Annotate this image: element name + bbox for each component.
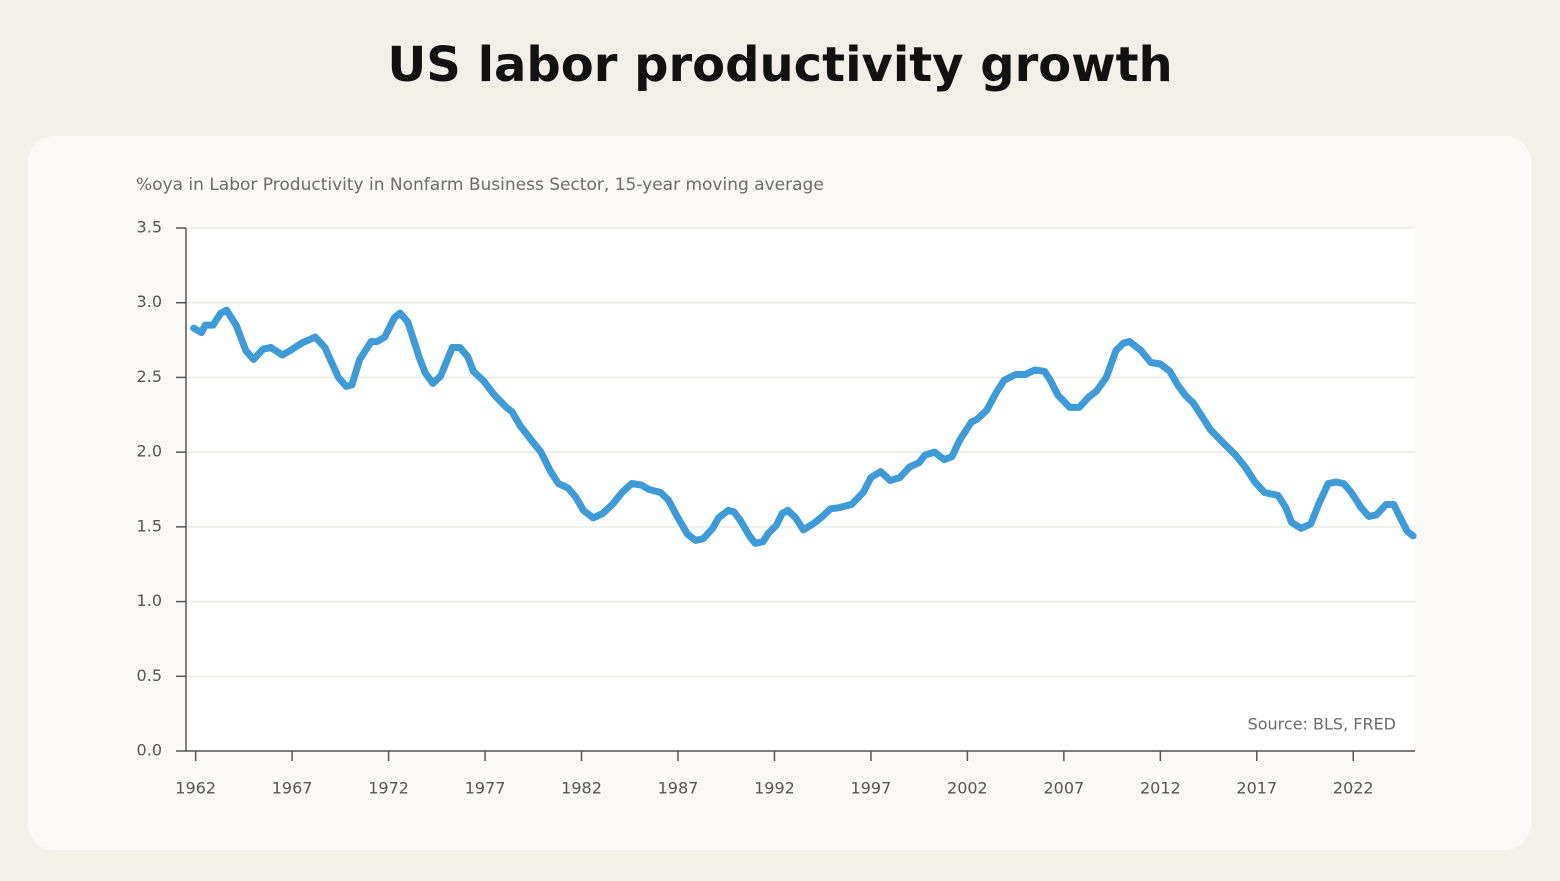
x-tick-label: 2017 (1236, 779, 1277, 798)
x-tick-label: 2012 (1140, 779, 1181, 798)
x-tick-label: 1977 (465, 779, 506, 798)
y-tick-label: 3.0 (137, 292, 162, 311)
x-tick-label: 1962 (175, 779, 216, 798)
y-tick-label: 2.5 (137, 367, 162, 386)
y-tick-label: 0.0 (137, 741, 162, 760)
y-tick-label: 1.0 (137, 591, 162, 610)
x-tick-label: 2022 (1333, 779, 1374, 798)
subtitle: %oya in Labor Productivity in Nonfarm Bu… (136, 175, 824, 195)
y-tick-label: 2.0 (137, 442, 162, 461)
x-tick-label: 1972 (368, 779, 409, 798)
x-tick-label: 1982 (561, 779, 602, 798)
x-tick-label: 2007 (1043, 779, 1084, 798)
plot-area (186, 228, 1415, 751)
x-tick-label: 1967 (272, 779, 313, 798)
x-tick-label: 1987 (658, 779, 699, 798)
y-tick-label: 1.5 (137, 516, 162, 535)
data-line (190, 306, 1417, 547)
chart-title: US labor productivity growth (387, 37, 1172, 93)
x-tick-label: 1992 (754, 779, 795, 798)
x-tick-label: 2002 (947, 779, 988, 798)
source-note: Source: BLS, FRED (1248, 715, 1396, 734)
y-tick-label: 0.5 (137, 666, 162, 685)
x-tick-label: 1997 (851, 779, 892, 798)
y-tick-label: 3.5 (137, 218, 162, 237)
